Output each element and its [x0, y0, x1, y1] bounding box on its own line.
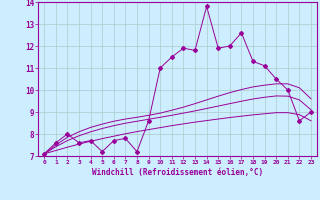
X-axis label: Windchill (Refroidissement éolien,°C): Windchill (Refroidissement éolien,°C) — [92, 168, 263, 177]
